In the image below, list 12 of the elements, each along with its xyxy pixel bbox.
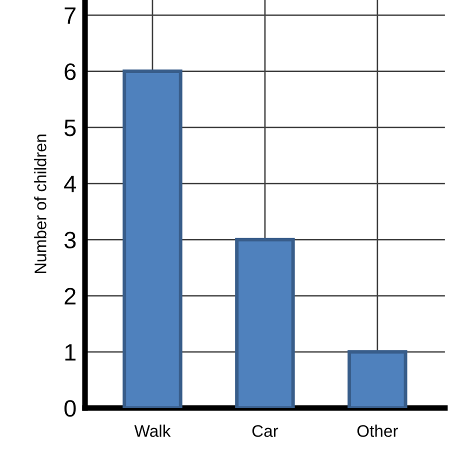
x-tick-label: Other: [357, 424, 398, 437]
y-tick-label: 1: [65, 344, 76, 360]
y-tick-label: 3: [64, 232, 76, 248]
y-tick-label: 6: [64, 63, 76, 80]
y-tick-label: 7: [64, 7, 76, 24]
x-tick-label: Car: [252, 425, 278, 437]
y-tick-label: 5: [64, 120, 76, 136]
y-tick-label: 4: [64, 176, 76, 192]
x-tick-label: Walk: [134, 424, 171, 437]
y-axis-title: Number of children: [34, 134, 46, 274]
y-tick-label: 0: [64, 400, 76, 417]
y-tick-label: 2: [64, 288, 76, 304]
